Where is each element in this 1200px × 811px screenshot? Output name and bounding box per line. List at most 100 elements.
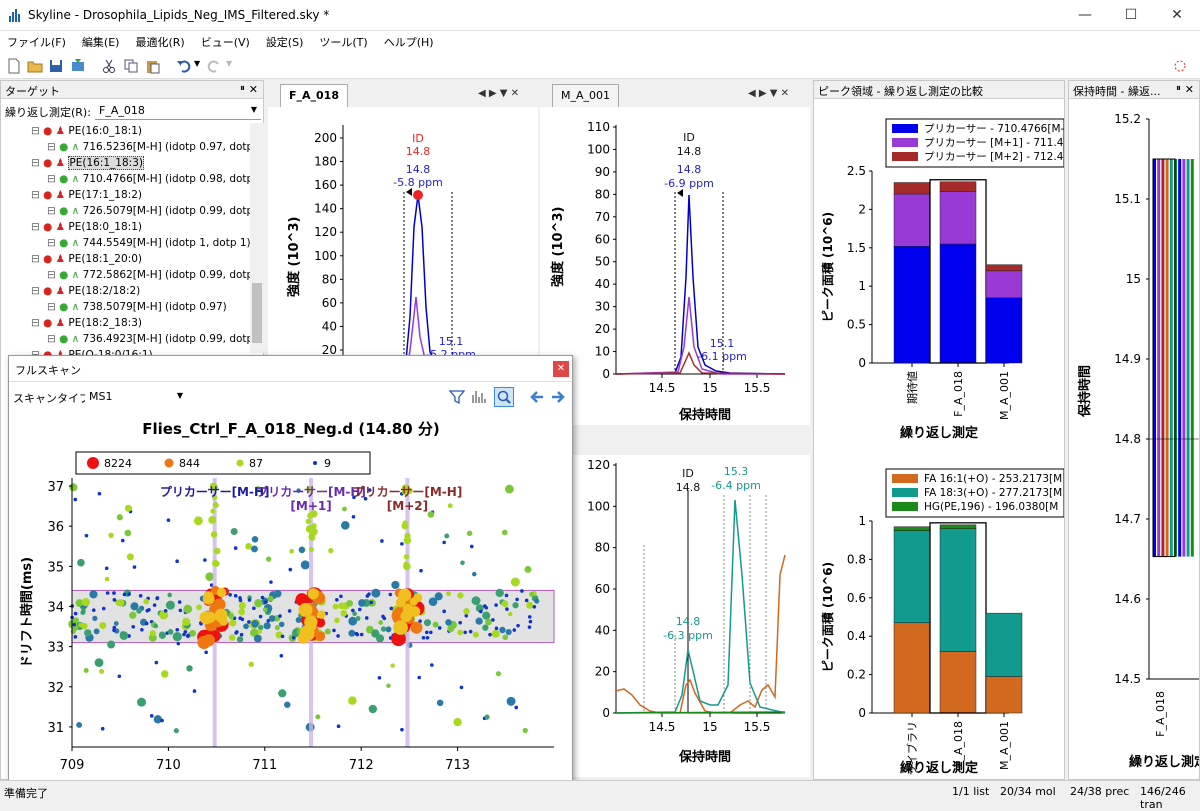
expand-icon[interactable]: ⊟ <box>31 253 44 265</box>
bar-segment[interactable] <box>985 270 1023 298</box>
menu-file[interactable]: ファイル(F) <box>7 36 66 49</box>
bar-segment[interactable] <box>893 622 931 714</box>
bar-segment[interactable] <box>985 264 1023 272</box>
close-button[interactable]: ✕ <box>1171 7 1183 23</box>
fullscan-titlebar[interactable]: フルスキャン ✕ <box>9 356 572 382</box>
menu-help[interactable]: ヘルプ(H) <box>383 36 434 49</box>
expand-icon[interactable]: ⊟ <box>47 173 60 185</box>
menu-settings[interactable]: 設定(S) <box>265 36 304 49</box>
tree-item-molecule[interactable]: ⊟ ● ♟ PE(18:1_20:0) <box>31 253 142 269</box>
tree-item-precursor[interactable]: ⊟ ● ∧ 710.4766[M-H] (idotp 0.98, dotp <box>47 173 251 189</box>
scan-type-select[interactable]: MS1 ▼ <box>85 388 185 406</box>
tree-item-precursor[interactable]: ⊟ ● ∧ 736.4923[M-H] (idotp 0.99, dotp <box>47 333 251 349</box>
expand-icon[interactable]: ⊟ <box>47 237 60 249</box>
tree-item-molecule[interactable]: ⊟ ● ♟ PE(18:2/18:2) <box>31 285 140 301</box>
bar-segment[interactable] <box>893 182 931 195</box>
bar-segment[interactable] <box>939 243 977 364</box>
next-scan-icon[interactable] <box>550 389 566 405</box>
bar-segment[interactable] <box>939 528 977 652</box>
menu-edit[interactable]: 編集(E) <box>81 36 120 49</box>
bar-segment[interactable] <box>939 524 977 529</box>
minimize-button[interactable]: — <box>1078 7 1092 23</box>
bar-segment[interactable] <box>893 246 931 364</box>
new-file-icon[interactable] <box>6 58 22 74</box>
bar-segment[interactable] <box>939 191 977 245</box>
expand-icon[interactable]: ⊟ <box>47 333 60 345</box>
expand-icon[interactable]: ⊟ <box>31 221 44 233</box>
menu-tools[interactable]: ツール(T) <box>319 36 368 49</box>
rt-bar[interactable] <box>1186 159 1190 557</box>
bar-segment[interactable] <box>893 530 931 624</box>
tree-item-precursor[interactable]: ⊟ ● ∧ 772.5862[M-H] (idotp 0.99, dotp <box>47 269 251 285</box>
maximize-button[interactable]: ☐ <box>1124 7 1138 23</box>
tree-item-precursor[interactable]: ⊟ ● ∧ 716.5236[M-H] (idotp 0.97, dotp <box>47 141 251 157</box>
tab-m-a-001[interactable]: M_A_001 <box>552 84 620 108</box>
rt-bar[interactable] <box>1182 159 1186 557</box>
bar-segment[interactable] <box>939 651 977 714</box>
open-folder-icon[interactable] <box>27 58 43 74</box>
bar-segment[interactable] <box>893 526 931 531</box>
rt-bar[interactable] <box>1153 159 1156 557</box>
expand-icon[interactable]: ⊟ <box>47 301 60 313</box>
expand-icon[interactable]: ⊟ <box>47 141 60 153</box>
expand-icon[interactable]: ⊟ <box>31 317 44 329</box>
expand-icon[interactable]: ⊟ <box>31 157 44 169</box>
bar-segment[interactable] <box>985 297 1023 364</box>
import-icon[interactable] <box>70 58 86 74</box>
rt-bar-frame <box>1152 158 1176 558</box>
rt-bar[interactable] <box>1165 159 1169 557</box>
filter-icon[interactable] <box>449 389 465 405</box>
scan-point <box>534 598 540 604</box>
tab-nav-icon[interactable]: ◀ ▶ ▼ ✕ <box>748 88 789 99</box>
rt-bar[interactable] <box>1190 159 1194 557</box>
tool-network-icon[interactable] <box>1172 58 1188 74</box>
zoom-icon[interactable] <box>494 387 514 407</box>
replicate-select[interactable]: F_A_018 ▼ <box>95 102 261 120</box>
cut-icon[interactable] <box>101 58 117 74</box>
scan-point <box>160 718 164 723</box>
tree-item-precursor[interactable]: ⊟ ● ∧ 738.5079[M-H] (idotp 0.97) <box>47 301 227 317</box>
expand-icon[interactable]: ⊟ <box>31 125 44 137</box>
expand-icon[interactable]: ⊟ <box>31 189 44 201</box>
tree-item-molecule[interactable]: ⊟ ● ♟ PE(16:1_18:3) <box>31 156 144 173</box>
tree-item-molecule[interactable]: ⊟ ● ♟ PE(16:0_18:1) <box>31 125 142 141</box>
tree-item-precursor[interactable]: ⊟ ● ∧ 726.5079[M-H] (idotp 0.99, dotp <box>47 205 251 221</box>
rt-bar[interactable] <box>1161 159 1165 557</box>
redo-dropdown-icon[interactable]: ▼ <box>226 59 233 68</box>
bar-segment[interactable] <box>985 612 1023 677</box>
tree-item-precursor[interactable]: ⊟ ● ∧ 744.5549[M-H] (idotp 1, dotp 1) <box>47 237 251 253</box>
rt-bar[interactable] <box>1157 159 1161 557</box>
tree-item-molecule[interactable]: ⊟ ● ♟ PE(17:1_18:2) <box>31 189 142 205</box>
copy-icon[interactable] <box>123 58 139 74</box>
close-pane-icon[interactable]: ✕ <box>1184 83 1194 96</box>
save-icon[interactable] <box>48 58 64 74</box>
redo-icon[interactable] <box>206 58 222 74</box>
tree-item-molecule[interactable]: ⊟ ● ♟ PE(18:0_18:1) <box>31 221 142 237</box>
tree-item-molecule[interactable]: ⊟ ● ♟ PE(18:2_18:3) <box>31 317 142 333</box>
spectrum-icon[interactable] <box>471 389 487 405</box>
pin-icon[interactable]: ⏸ <box>1176 83 1181 94</box>
bar-segment[interactable] <box>985 676 1023 714</box>
fullscan-close-button[interactable]: ✕ <box>553 361 569 377</box>
close-pane-icon[interactable]: ✕ <box>248 83 258 96</box>
rt-bar[interactable] <box>1178 159 1182 557</box>
bar-segment[interactable] <box>939 181 977 192</box>
menu-view[interactable]: ビュー(V) <box>200 36 250 49</box>
expand-icon[interactable]: ⊟ <box>47 269 60 281</box>
undo-icon[interactable] <box>176 58 192 74</box>
scan-point <box>434 592 443 601</box>
undo-dropdown-icon[interactable]: ▼ <box>194 59 201 68</box>
rt-bar[interactable] <box>1169 159 1173 557</box>
pin-icon[interactable]: ⏸ <box>240 83 245 94</box>
tree-scrollbar[interactable] <box>250 123 264 353</box>
previous-scan-icon[interactable] <box>529 389 545 405</box>
expand-icon[interactable]: ⊟ <box>47 205 60 217</box>
tab-f-a-018[interactable]: F_A_018 <box>280 84 348 108</box>
paste-icon[interactable] <box>145 58 161 74</box>
bar-segment[interactable] <box>893 193 931 247</box>
expand-icon[interactable]: ⊟ <box>31 285 44 297</box>
tab-nav-icon[interactable]: ◀ ▶ ▼ ✕ <box>478 88 519 99</box>
x-tick-label: 14.5 <box>649 720 676 734</box>
menu-refine[interactable]: 最適化(R) <box>135 36 185 49</box>
